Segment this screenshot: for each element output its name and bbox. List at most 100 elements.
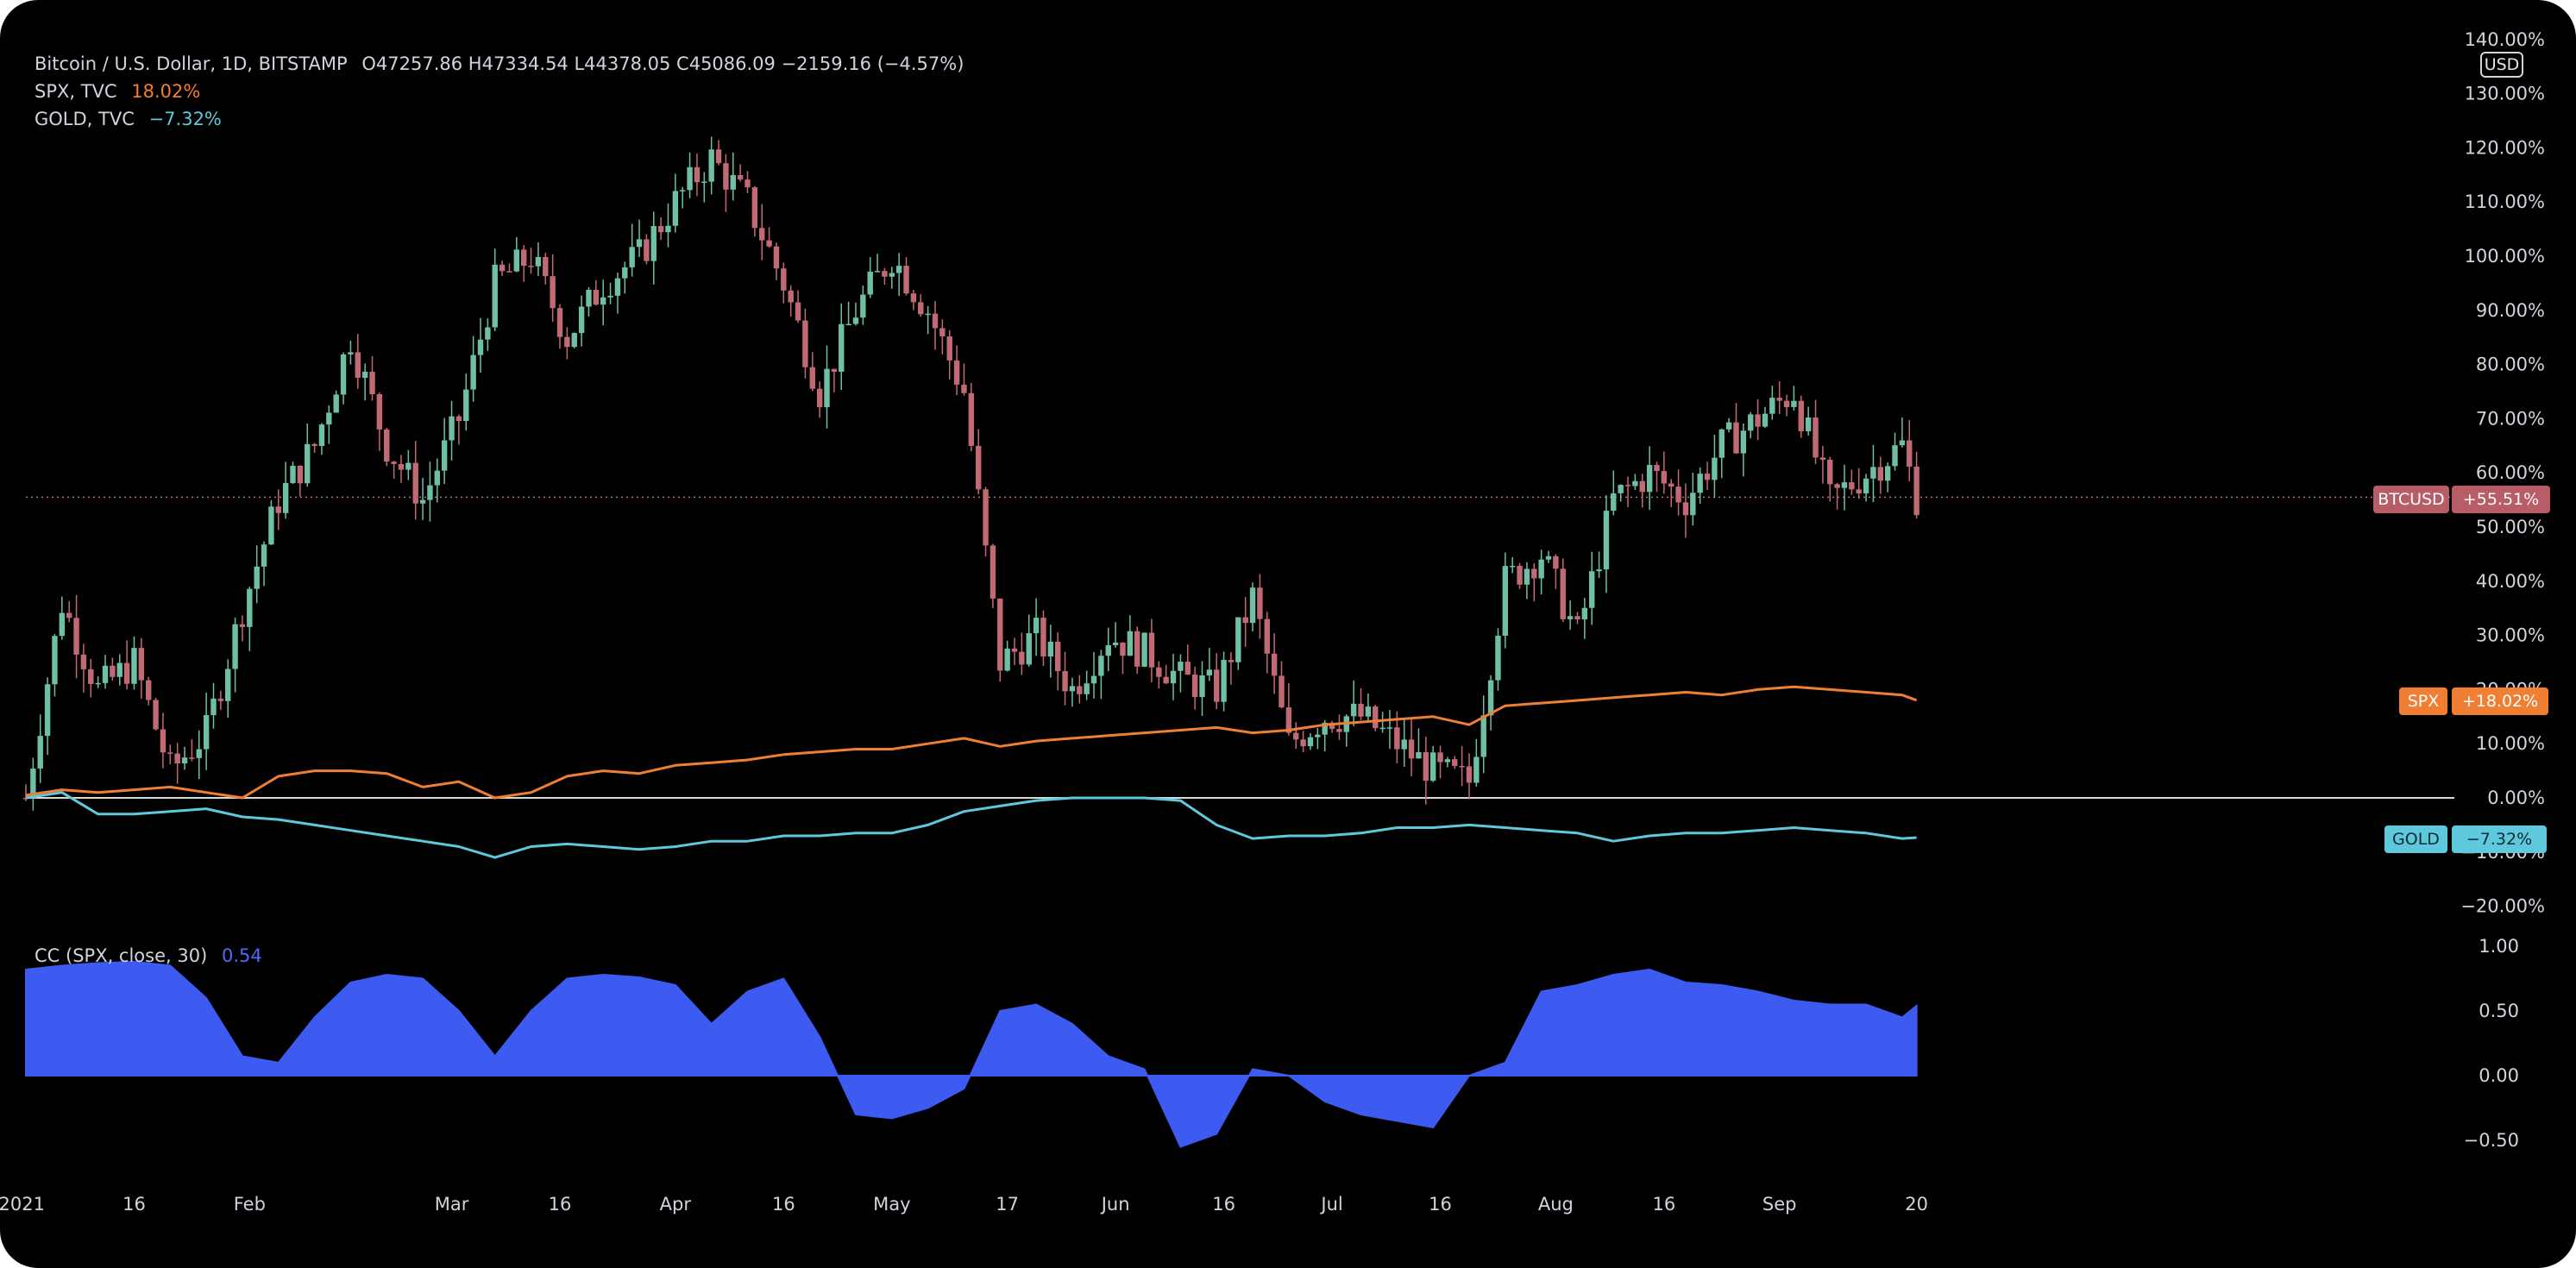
x-tick-label: 16	[772, 1194, 795, 1215]
btc-candle	[1877, 467, 1884, 481]
btc-candle	[802, 320, 808, 367]
btc-candle	[1560, 568, 1566, 619]
btc-candle	[636, 239, 643, 248]
btc-candle	[1120, 642, 1126, 656]
btc-candle	[1531, 568, 1537, 579]
btc-candle	[485, 327, 491, 340]
btc-candle	[470, 355, 476, 390]
btc-candle	[665, 225, 671, 233]
btc-candle	[30, 769, 36, 799]
cc-series	[25, 960, 1918, 1148]
btc-candle	[946, 336, 952, 361]
btc-candle	[1062, 671, 1068, 692]
btc-candle	[254, 566, 260, 589]
btc-candle	[860, 294, 866, 318]
btc-candle	[1856, 489, 1862, 494]
gold-series	[25, 791, 1917, 859]
btc-candle	[687, 166, 693, 191]
btc-candle	[110, 665, 116, 677]
btc-candle	[1654, 465, 1660, 472]
btc-candle	[282, 482, 289, 513]
cc-tick-label: −0.50	[2464, 1130, 2519, 1151]
btc-candle	[37, 736, 43, 769]
btc-candle	[1827, 460, 1833, 485]
btc-candle	[983, 489, 989, 546]
legend-btc[interactable]: Bitcoin / U.S. Dollar, 1D, BITSTAMP O472…	[35, 53, 964, 74]
btc-candle	[1553, 556, 1559, 569]
btc-candle	[1004, 648, 1010, 671]
currency-badge[interactable]: USD	[2480, 52, 2523, 78]
btc-candle	[816, 388, 823, 408]
btc-candle	[1545, 556, 1552, 560]
btc-candle	[1495, 635, 1501, 681]
btc-candle	[1401, 739, 1407, 750]
y-tick-label: 140.00%	[2465, 29, 2545, 50]
btc-candle	[953, 360, 960, 385]
legend-spx[interactable]: SPX, TVC 18.02%	[35, 81, 200, 102]
btc-candle	[968, 392, 975, 446]
btc-candle	[831, 368, 838, 372]
btc-candle	[751, 187, 758, 229]
btc-candle	[715, 149, 722, 164]
x-tick-label: 16	[1212, 1194, 1235, 1215]
btc-candle	[1379, 727, 1385, 730]
btc-candle	[1264, 618, 1270, 654]
btc-candle	[961, 384, 967, 393]
x-axis: 2021 16 Feb Mar 16 Apr 16 May 17 Jun 16 Jul 16 Aug 16 S…	[0, 1194, 1928, 1215]
btc-candle	[1329, 722, 1335, 730]
btc-candle	[550, 276, 556, 309]
legend-gold[interactable]: GOLD, TVC −7.32%	[35, 109, 222, 129]
btc-candle	[1740, 430, 1747, 454]
y-tick-label: 90.00%	[2476, 300, 2545, 321]
cc-area	[25, 960, 1918, 1148]
y-axis-cc: −0.50 0.00 0.50 1.00	[2464, 936, 2519, 1151]
btc-candle	[845, 323, 851, 326]
y-tick-label: 130.00%	[2465, 84, 2545, 104]
btc-candle	[809, 367, 815, 389]
y-tick-label: 50.00%	[2476, 517, 2545, 537]
btc-candle	[1350, 703, 1357, 717]
btc-candle	[1725, 422, 1732, 430]
legend-btc-title: Bitcoin / U.S. Dollar, 1D, BITSTAMP	[35, 53, 348, 74]
btc-candle	[477, 339, 484, 355]
btc-candle	[513, 249, 520, 272]
btc-candle	[1697, 474, 1703, 493]
btc-candle	[607, 295, 613, 298]
btc-candle	[1834, 484, 1840, 488]
spx-line	[25, 685, 1918, 800]
btc-candle	[1184, 662, 1191, 675]
btc-candle	[571, 333, 577, 348]
btc-candle	[1148, 632, 1155, 668]
btc-candle	[1249, 587, 1256, 624]
btc-candle	[217, 698, 224, 701]
btc-candle	[59, 612, 66, 637]
btc-candle	[1047, 641, 1054, 657]
x-tick-label: 20	[1905, 1194, 1928, 1215]
legend-cc[interactable]: CC (SPX, close, 30) 0.54	[35, 945, 262, 966]
cc-tick-label: 0.00	[2479, 1065, 2519, 1086]
btc-candle	[1748, 414, 1754, 431]
legend-btc-ohlc: O47257.86 H47334.54 L44378.05 C45086.09 …	[361, 53, 964, 74]
y-tick-label: 120.00%	[2465, 137, 2545, 158]
btc-candle	[932, 313, 939, 329]
btc-candle	[268, 506, 274, 545]
btc-candle	[1214, 669, 1220, 702]
btc-candle	[1841, 482, 1848, 488]
btc-candle	[369, 371, 375, 395]
spx-name-label: SPX	[2399, 687, 2447, 715]
y-tick-label: 60.00%	[2476, 462, 2545, 483]
btc-candle	[1279, 675, 1285, 708]
y-tick-label: 70.00%	[2476, 408, 2545, 429]
btc-candle	[384, 429, 390, 462]
btc-candle	[723, 163, 729, 190]
btc-candle	[1429, 752, 1436, 782]
btc-candle	[1315, 734, 1321, 738]
btc-candle	[1899, 440, 1906, 446]
btc-candle	[918, 302, 924, 315]
btc-candle	[874, 271, 881, 273]
btc-candle	[1624, 485, 1631, 486]
btc-candle	[1502, 566, 1509, 636]
btc-candle	[1373, 706, 1379, 729]
btc-candle	[1141, 632, 1147, 667]
